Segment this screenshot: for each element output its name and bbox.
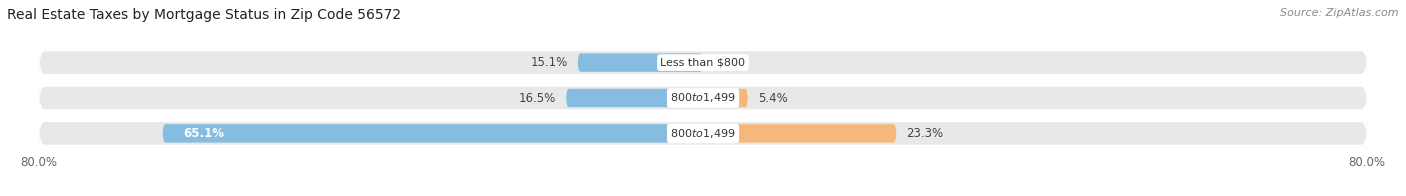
Text: $800 to $1,499: $800 to $1,499 <box>671 92 735 104</box>
Text: $800 to $1,499: $800 to $1,499 <box>671 127 735 140</box>
Text: 23.3%: 23.3% <box>907 127 943 140</box>
FancyBboxPatch shape <box>163 124 703 143</box>
Text: Source: ZipAtlas.com: Source: ZipAtlas.com <box>1281 8 1399 18</box>
Text: 16.5%: 16.5% <box>519 92 557 104</box>
FancyBboxPatch shape <box>567 89 703 107</box>
FancyBboxPatch shape <box>39 84 1367 112</box>
Text: 0.0%: 0.0% <box>713 56 742 69</box>
Text: Less than $800: Less than $800 <box>661 58 745 68</box>
Text: 65.1%: 65.1% <box>183 127 225 140</box>
FancyBboxPatch shape <box>39 120 1367 147</box>
FancyBboxPatch shape <box>39 49 1367 76</box>
FancyBboxPatch shape <box>578 53 703 72</box>
FancyBboxPatch shape <box>703 89 748 107</box>
Text: 5.4%: 5.4% <box>758 92 787 104</box>
Text: 15.1%: 15.1% <box>530 56 568 69</box>
FancyBboxPatch shape <box>703 124 897 143</box>
Text: Real Estate Taxes by Mortgage Status in Zip Code 56572: Real Estate Taxes by Mortgage Status in … <box>7 8 401 22</box>
